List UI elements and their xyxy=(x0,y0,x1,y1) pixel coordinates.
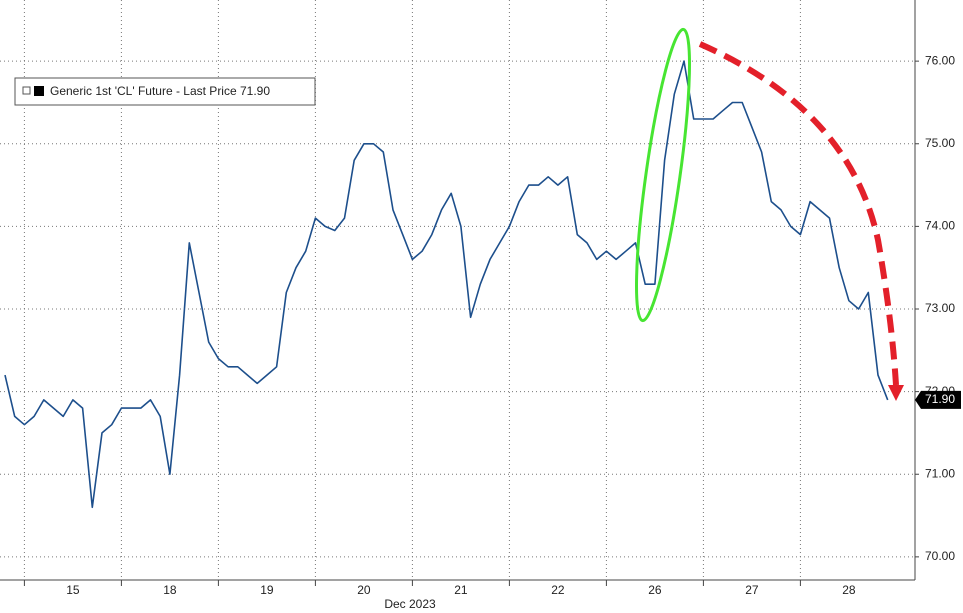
x-tick-label: 26 xyxy=(648,583,662,597)
y-tick-label: 71.00 xyxy=(925,466,955,480)
y-tick-label: 75.00 xyxy=(925,136,955,150)
last-price-tag xyxy=(915,390,961,409)
y-tick-label: 74.00 xyxy=(925,219,955,233)
last-price-label: 71.90 xyxy=(925,392,955,406)
x-tick-label: 21 xyxy=(454,583,468,597)
x-tick-label: 19 xyxy=(260,583,274,597)
x-tick-label: 27 xyxy=(745,583,759,597)
legend-box xyxy=(14,77,316,106)
legend-swatch xyxy=(34,86,44,96)
x-tick-label: 22 xyxy=(551,583,565,597)
legend-toggle xyxy=(22,86,31,95)
x-axis-label: Dec 2023 xyxy=(384,597,436,611)
price-line xyxy=(4,60,889,509)
x-tick-label: 20 xyxy=(357,583,371,597)
y-tick-label: 76.00 xyxy=(925,53,955,67)
x-tick-label: 15 xyxy=(66,583,80,597)
y-tick-label: 70.00 xyxy=(925,549,955,563)
legend-label: Generic 1st 'CL' Future - Last Price 71.… xyxy=(50,84,270,98)
y-tick-label: 73.00 xyxy=(925,301,955,315)
highlight-ellipse xyxy=(635,27,691,323)
trend-arrow xyxy=(698,41,899,386)
x-tick-label: 18 xyxy=(163,583,177,597)
arrow-head xyxy=(888,385,904,401)
x-tick-label: 28 xyxy=(842,583,856,597)
